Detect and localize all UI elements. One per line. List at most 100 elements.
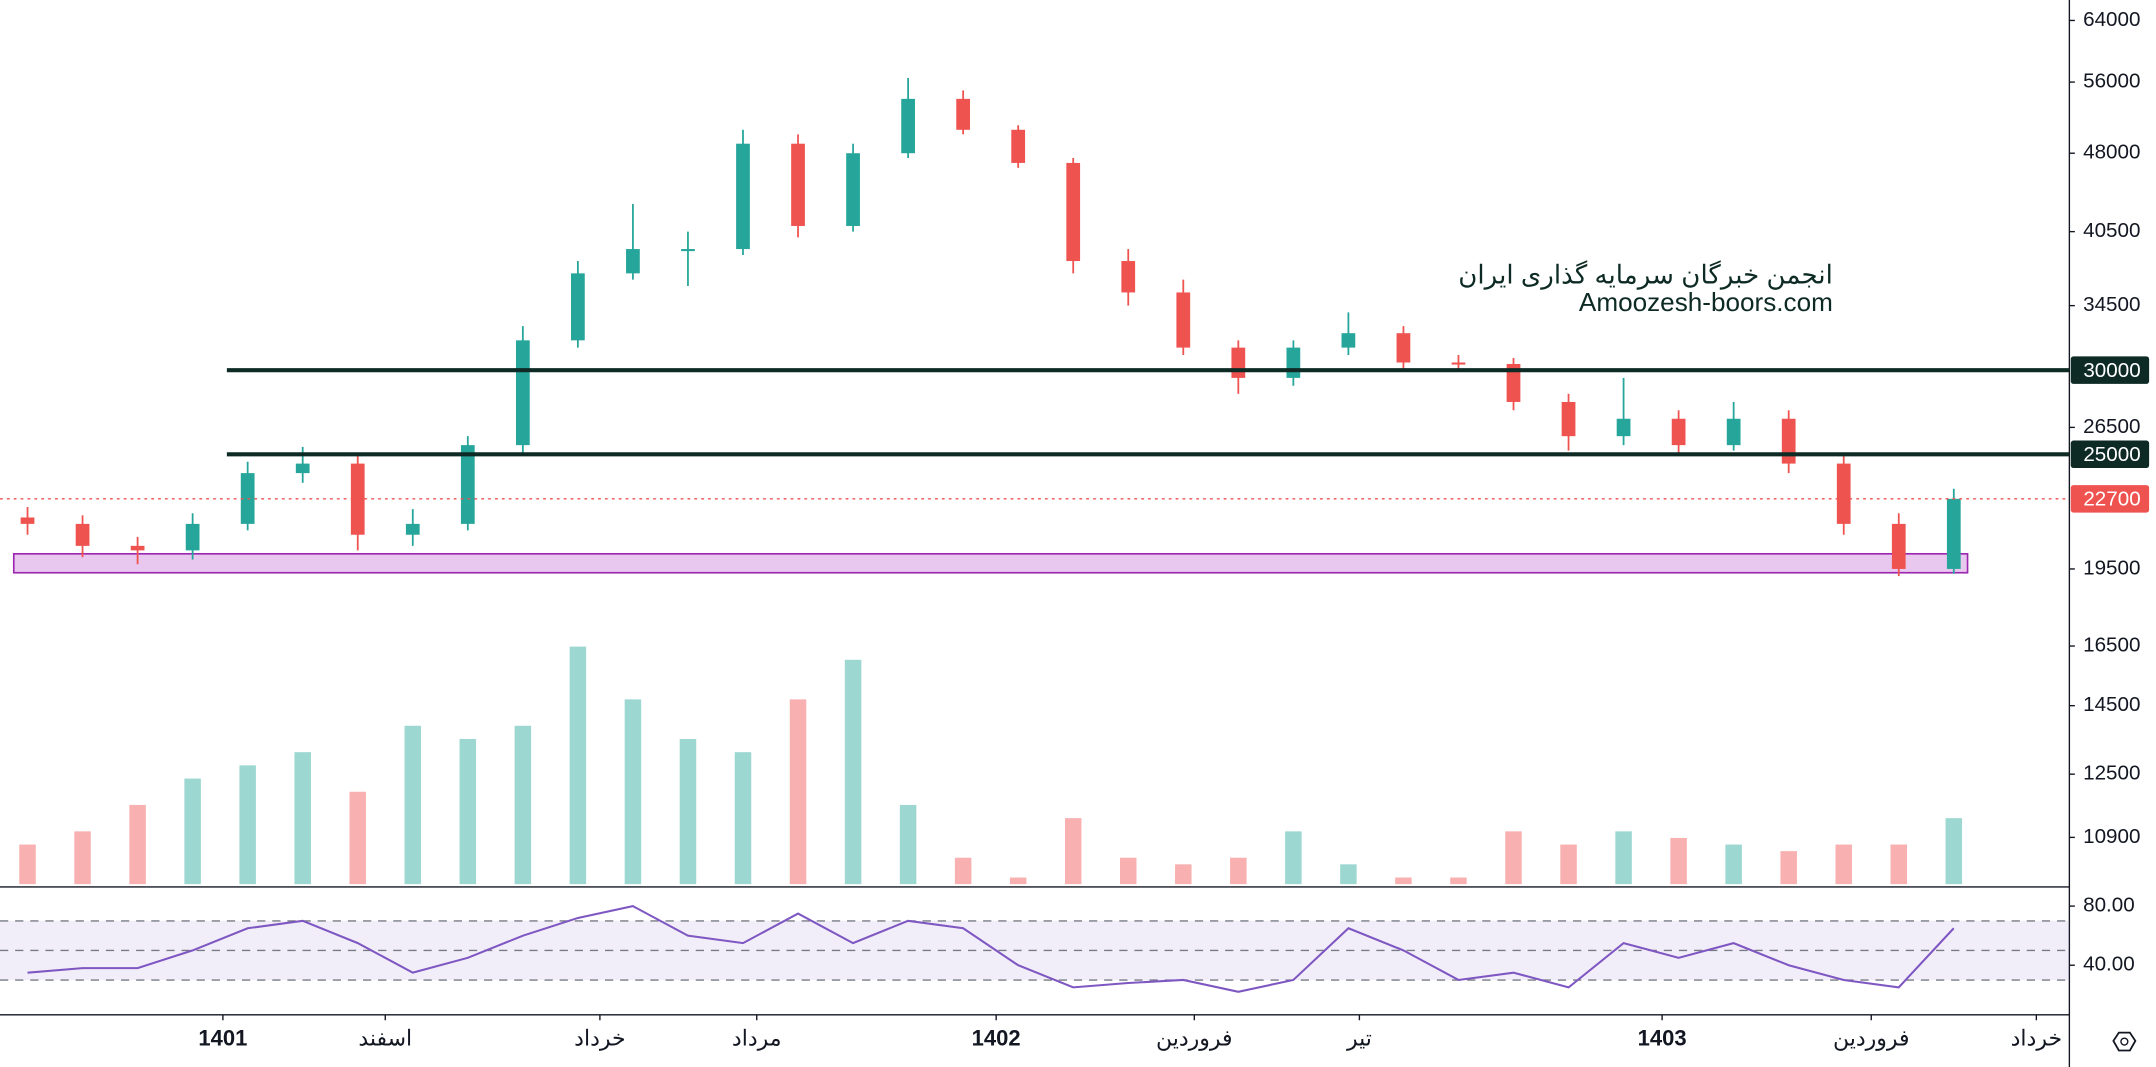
volume-bar	[514, 725, 532, 885]
candle-body	[295, 463, 310, 474]
y-tick-label: 26500	[2083, 415, 2140, 438]
rsi-line	[27, 905, 1955, 993]
level-label-bg	[2070, 440, 2150, 469]
candle-body	[185, 523, 200, 551]
y-tick-label: 12500	[2083, 762, 2140, 785]
candle-body	[1121, 261, 1136, 293]
volume-bar	[1505, 831, 1522, 885]
candle-body	[20, 517, 35, 524]
candle-body	[1451, 362, 1466, 365]
y-tick-label: 14500	[2083, 693, 2140, 716]
candle-body	[626, 249, 640, 274]
x-tick-label: فروردین	[1156, 1025, 1233, 1051]
settings-icon[interactable]	[2112, 1031, 2137, 1052]
volume-bar	[899, 804, 917, 885]
watermark-url: Amoozesh-boors.com	[1579, 287, 1833, 317]
candle-body	[1506, 364, 1521, 402]
volume-bar	[844, 659, 862, 885]
level-label-bg	[2070, 356, 2150, 384]
volume-bar	[1340, 864, 1357, 885]
candle-body	[1671, 418, 1686, 446]
volume-bar	[459, 738, 477, 885]
x-tick-label: مرداد	[732, 1025, 782, 1051]
candle-body	[1176, 292, 1191, 348]
volume-bar	[1780, 851, 1797, 885]
candle-body	[1286, 347, 1301, 378]
rsi-tick-label: 80.00	[2083, 894, 2135, 917]
rsi-tick-label: 40.00	[2083, 953, 2135, 976]
x-tick-label: فروردین	[1833, 1025, 1910, 1051]
volume-bar	[1119, 857, 1137, 885]
volume-bar	[1230, 857, 1247, 885]
x-tick-label: 1403	[1638, 1025, 1687, 1050]
y-tick-label: 64000	[2083, 8, 2140, 31]
volume-bar	[1890, 844, 1908, 885]
volume-bar	[404, 725, 422, 885]
volume-bar	[74, 831, 91, 885]
candle-body	[515, 340, 530, 446]
volume-bar	[1395, 877, 1412, 885]
volume-bar	[19, 844, 36, 885]
x-tick-label: خرداد	[2011, 1025, 2062, 1051]
volume-bar	[789, 699, 807, 885]
candle-body	[75, 523, 90, 546]
settings-hexagon[interactable]	[2112, 1031, 2137, 1052]
volume-bar	[129, 804, 146, 885]
x-tick-label: خرداد	[574, 1025, 625, 1051]
x-tick-label: اسفند	[358, 1025, 412, 1050]
y-tick-label: 48000	[2083, 141, 2140, 164]
candle-body	[1561, 401, 1576, 437]
watermark-text: انجمن خبرگان سرمایه گذاری ایران	[1458, 259, 1833, 290]
x-tick-label: تیر	[1346, 1025, 1372, 1051]
volume-bar	[294, 752, 311, 885]
volume-bar	[1725, 844, 1742, 885]
volume-bar	[1450, 877, 1467, 885]
candle-body	[846, 153, 860, 226]
volume-bar	[954, 857, 972, 885]
level-label: 25000	[2083, 443, 2140, 466]
candle-body	[956, 98, 971, 130]
y-tick-label: 19500	[2083, 556, 2140, 579]
volume-bar	[239, 765, 256, 885]
candle-body	[1616, 418, 1631, 437]
y-tick-label: 34500	[2083, 293, 2140, 316]
candle-body	[1836, 463, 1851, 524]
candle-body	[460, 445, 475, 524]
volume-bar	[1009, 877, 1027, 885]
volume-bar	[1945, 818, 1963, 885]
candle-body	[681, 249, 695, 252]
candle-body	[736, 143, 750, 250]
level-label: 22700	[2083, 488, 2140, 511]
candle-body	[405, 523, 420, 535]
volume-bar	[624, 699, 642, 885]
volume-bar	[734, 752, 752, 885]
volume-bar	[349, 791, 366, 885]
volume-bar	[1560, 844, 1577, 885]
volume-bar	[1064, 818, 1082, 885]
volume-bar	[1285, 831, 1302, 885]
x-tick-label: 1402	[972, 1025, 1021, 1050]
x-tick-label: 1401	[198, 1025, 247, 1050]
candle-body	[1396, 333, 1411, 363]
y-tick-label: 56000	[2083, 70, 2140, 93]
volume-bar	[1615, 831, 1632, 885]
volume-bar	[1835, 844, 1852, 885]
candle-body	[1726, 418, 1741, 446]
support-zone	[12, 552, 1969, 574]
candle-body	[1341, 333, 1356, 348]
candle-body	[1011, 129, 1026, 163]
settings-dot[interactable]	[2120, 1037, 2129, 1046]
volume-bar	[679, 738, 697, 885]
candle-body	[901, 98, 915, 154]
y-tick-label: 16500	[2083, 633, 2140, 656]
candle-body	[1891, 523, 1906, 569]
volume-bar	[569, 646, 587, 885]
candle-body	[571, 273, 585, 341]
level-label-bg	[2070, 485, 2150, 513]
candle-body	[130, 545, 145, 551]
volume-bar	[1670, 837, 1687, 885]
y-tick-label: 40500	[2083, 219, 2140, 242]
candle-body	[791, 143, 805, 226]
